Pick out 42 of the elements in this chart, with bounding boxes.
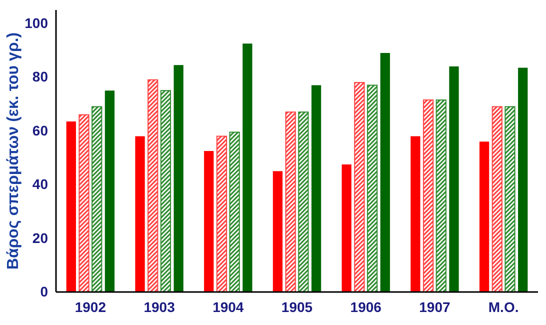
bar [92,106,102,292]
bar [354,82,365,292]
bar [518,68,528,292]
y-tick-label: 20 [32,230,48,246]
bar [174,65,184,292]
bar [436,99,446,292]
x-tick-label: 1902 [74,298,106,315]
bar [78,114,90,292]
x-tick-label: 1903 [144,298,176,315]
x-tick-label: 1905 [281,298,313,315]
y-tick-label: 40 [32,176,48,192]
bar [366,84,378,292]
bar [410,136,420,292]
bar [229,132,240,292]
x-tick-label: Μ.Ο. [488,298,519,315]
y-tick-label: 100 [24,14,48,31]
bar [449,66,459,292]
bar [342,164,352,292]
bar [242,44,252,292]
bar [135,136,145,292]
y-tick-label: 0 [40,283,48,300]
bar [285,112,296,292]
y-tick-label: 60 [32,122,48,138]
y-axis-title: Βάρος σπερμάτων (εκ. του γρ.) [5,32,22,270]
bar [422,99,434,292]
bar [204,151,214,292]
x-tick-label: 1904 [212,298,244,315]
bar [148,79,158,292]
bar [66,121,76,292]
bar [492,106,502,292]
bar [272,171,283,292]
bar [216,136,228,292]
x-tick-label: 1907 [419,298,450,315]
bar [160,90,172,292]
x-tick-label: 1906 [350,298,382,315]
bar [479,142,490,292]
bar [380,52,390,292]
bar [104,90,115,292]
bar [504,106,516,292]
bar [311,85,322,292]
bar [298,112,309,292]
y-tick-label: 80 [32,68,48,85]
